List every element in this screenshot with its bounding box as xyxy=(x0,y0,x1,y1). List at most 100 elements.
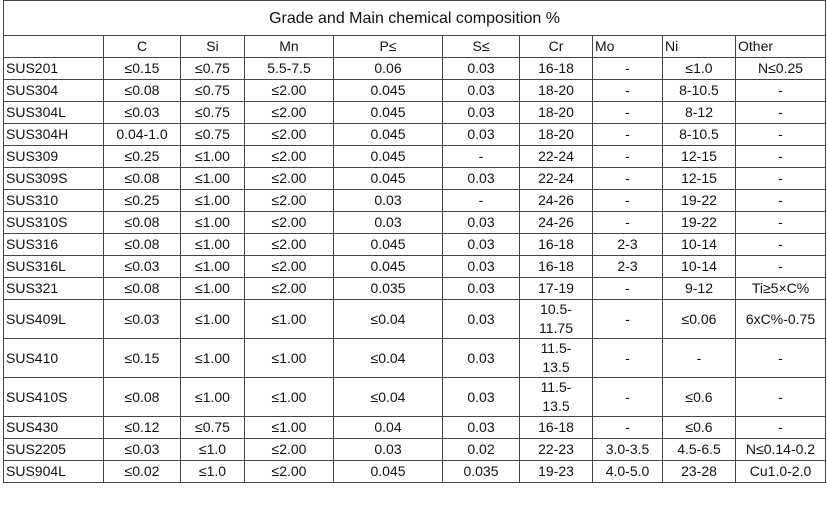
value-cell: ≤0.08 xyxy=(103,79,181,102)
value-cell: 6xC%-0.75 xyxy=(734,299,827,339)
grade-cell: SUS310S xyxy=(3,211,104,234)
value-cell: ≤1.0 xyxy=(180,460,245,483)
value-cell: 0.045 xyxy=(333,167,443,190)
value-cell: 4.5-6.5 xyxy=(662,438,736,461)
value-cell: - xyxy=(592,167,663,190)
value-cell: ≤2.00 xyxy=(244,233,334,256)
grade-cell: SUS410S xyxy=(3,377,104,417)
value-cell: ≤2.00 xyxy=(244,167,334,190)
value-cell: ≤1.00 xyxy=(180,211,245,234)
grade-cell: SUS309S xyxy=(3,167,104,190)
value-cell: - xyxy=(592,189,663,212)
value-cell: 18-20 xyxy=(519,101,593,124)
value-cell: 18-20 xyxy=(519,123,593,146)
value-cell: ≤0.08 xyxy=(103,233,181,256)
grade-cell: SUS201 xyxy=(3,57,104,80)
header-cell: Other xyxy=(734,35,827,58)
value-cell: 0.03 xyxy=(442,338,520,378)
data-row: SUS430 ≤0.12 ≤0.75 ≤1.00 0.04 0.03 16-18- ≤0.6- xyxy=(3,416,827,439)
value-cell: 4.0-5.0 xyxy=(592,460,663,483)
value-cell: - xyxy=(734,211,827,234)
value-cell: ≤0.06 xyxy=(662,299,736,339)
value-cell: 9-12 xyxy=(662,277,736,300)
data-row: SUS2205 ≤0.03 ≤1.0 ≤2.00 0.03 0.02 22-23 3.0-3.… xyxy=(3,438,827,461)
value-cell: - xyxy=(734,416,827,439)
value-cell: ≤1.0 xyxy=(180,438,245,461)
value-cell: N≤0.14-0.2 xyxy=(734,438,827,461)
value-cell: - xyxy=(734,377,827,417)
value-cell: ≤0.08 xyxy=(103,277,181,300)
grade-cell: SUS2205 xyxy=(3,438,104,461)
value-cell: ≤0.75 xyxy=(180,416,245,439)
value-cell: ≤2.00 xyxy=(244,101,334,124)
value-cell: - xyxy=(734,338,827,378)
value-cell: 8-12 xyxy=(662,101,736,124)
value-cell: Cu1.0-2.0 xyxy=(734,460,827,483)
value-cell: - xyxy=(442,145,520,168)
value-cell: ≤1.00 xyxy=(244,416,334,439)
data-row: SUS410S ≤0.08 ≤1.00 ≤1.00 ≤0.04 0.03 11.5-13.5… xyxy=(3,377,827,417)
value-cell: 16-18 xyxy=(519,255,593,278)
value-cell: 0.04 xyxy=(333,416,443,439)
value-cell: ≤2.00 xyxy=(244,255,334,278)
value-cell: 0.02 xyxy=(442,438,520,461)
value-cell: 18-20 xyxy=(519,79,593,102)
header-cell: Mn xyxy=(244,35,334,58)
value-cell: ≤1.00 xyxy=(180,167,245,190)
value-cell: ≤0.6 xyxy=(662,377,736,417)
data-row: SUS321 ≤0.08 ≤1.00 ≤2.00 0.035 0.03 17-19-9-12… xyxy=(3,277,827,300)
header-cell: Mo xyxy=(592,35,663,58)
value-cell: 10-14 xyxy=(662,233,736,256)
value-cell: - xyxy=(592,377,663,417)
grade-cell: SUS410 xyxy=(3,338,104,378)
value-cell: 0.045 xyxy=(333,79,443,102)
value-cell: ≤0.03 xyxy=(103,101,181,124)
value-cell: - xyxy=(734,233,827,256)
value-cell: ≤0.75 xyxy=(180,79,245,102)
value-cell: - xyxy=(442,189,520,212)
value-cell: - xyxy=(592,277,663,300)
grade-cell: SUS304H xyxy=(3,123,104,146)
value-cell: ≤0.04 xyxy=(333,338,443,378)
value-cell: - xyxy=(734,79,827,102)
value-cell: ≤1.00 xyxy=(180,189,245,212)
value-cell: ≤1.00 xyxy=(180,338,245,378)
data-row: SUS409L ≤0.03 ≤1.00 ≤1.00 ≤0.04 0.03 10.5-11.7… xyxy=(3,299,827,339)
table-title: Grade and Main chemical composition % xyxy=(2,0,827,36)
value-cell: 0.03 xyxy=(442,101,520,124)
value-cell: ≤0.08 xyxy=(103,211,181,234)
grade-cell: SUS309 xyxy=(3,145,104,168)
value-cell: ≤0.08 xyxy=(103,377,181,417)
value-cell: 0.045 xyxy=(333,233,443,256)
value-cell: ≤1.00 xyxy=(244,299,334,339)
data-row: SUS310 ≤0.25 ≤1.00 ≤2.00 0.03-24-26-19-22- xyxy=(3,189,827,212)
value-cell: 0.03 xyxy=(442,123,520,146)
grade-cell: SUS310 xyxy=(3,189,104,212)
data-row: SUS309 ≤0.25 ≤1.00 ≤2.00 0.045-22-24-12-15- xyxy=(3,145,827,168)
value-cell: 0.03 xyxy=(442,233,520,256)
header-cell: P≤ xyxy=(333,35,443,58)
value-cell: 8-10.5 xyxy=(662,123,736,146)
value-cell: - xyxy=(592,79,663,102)
grade-cell: SUS304L xyxy=(3,101,104,124)
value-cell: - xyxy=(734,101,827,124)
value-cell: 0.03 xyxy=(333,189,443,212)
value-cell: - xyxy=(592,57,663,80)
value-cell: ≤2.00 xyxy=(244,211,334,234)
value-cell: ≤1.0 xyxy=(662,57,736,80)
value-cell: 0.045 xyxy=(333,101,443,124)
value-cell: ≤1.00 xyxy=(180,377,245,417)
header-cell: Si xyxy=(180,35,245,58)
value-cell: ≤0.04 xyxy=(333,299,443,339)
data-row: SUS304 ≤0.08 ≤0.75 ≤2.00 0.045 0.03 18-20-8-10… xyxy=(3,79,827,102)
value-cell: - xyxy=(592,145,663,168)
data-row: SUS410 ≤0.15 ≤1.00 ≤1.00 ≤0.04 0.03 11.5-13.5-… xyxy=(3,338,827,378)
value-cell: - xyxy=(592,211,663,234)
value-cell: - xyxy=(734,167,827,190)
value-cell: 12-15 xyxy=(662,167,736,190)
header-row: C Si Mn P≤ S≤ Cr Mo Ni Other xyxy=(3,35,827,58)
value-cell: 24-26 xyxy=(519,189,593,212)
